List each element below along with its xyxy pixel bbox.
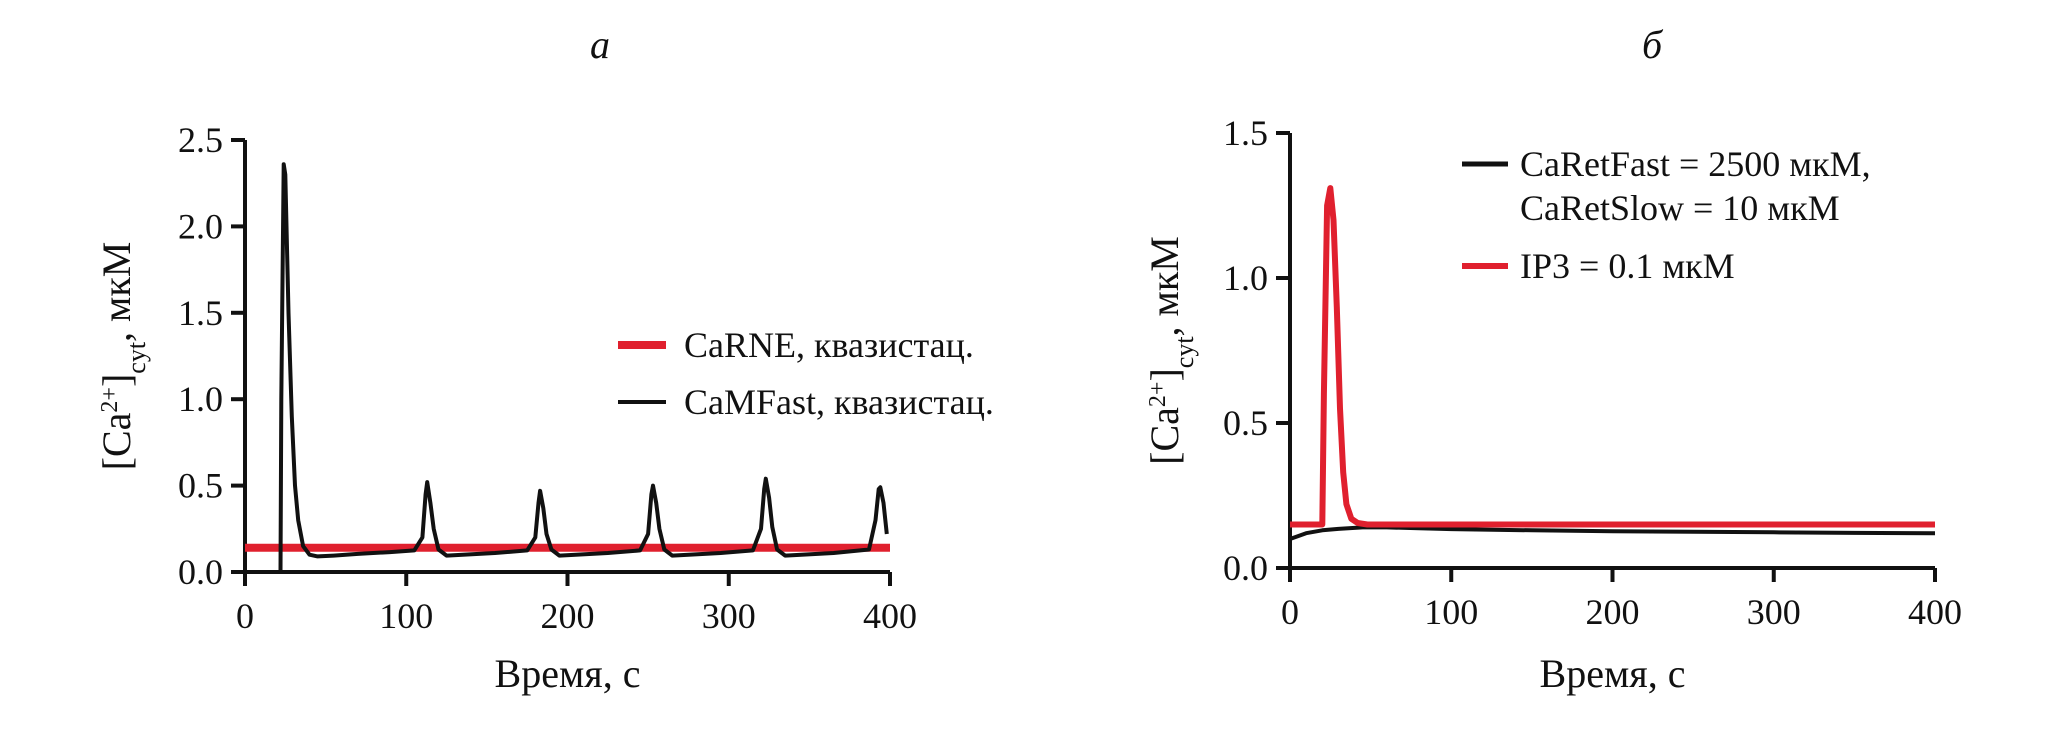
legend-label: CaMFast, квазистац. xyxy=(684,382,994,422)
x-tick-label: 300 xyxy=(702,596,756,636)
y-axis-title-sub: cyt xyxy=(1170,336,1199,369)
y-tick-label: 0.0 xyxy=(178,552,223,592)
x-tick-label: 400 xyxy=(863,596,917,636)
y-tick-label: 1.0 xyxy=(1223,258,1268,298)
y-axis-title-close: ] xyxy=(1142,368,1187,381)
legend-label: CaRetSlow = 10 мкМ xyxy=(1520,188,1840,228)
x-axis-title: Время, с xyxy=(1540,651,1686,696)
y-tick-label: 1.5 xyxy=(1223,113,1268,153)
x-tick-label: 400 xyxy=(1908,592,1962,632)
legend-label: CaRetFast = 2500 мкМ, xyxy=(1520,144,1871,184)
series-line-2 xyxy=(1290,185,1935,528)
y-tick-label: 2.0 xyxy=(178,206,223,246)
x-tick-label: 0 xyxy=(236,596,254,636)
x-tick-label: 200 xyxy=(541,596,595,636)
y-tick-label: 1.5 xyxy=(178,293,223,333)
y-tick-label: 2.5 xyxy=(178,120,223,160)
legend: CaRetFast = 2500 мкМ,CaRetSlow = 10 мкМ I… xyxy=(1462,144,1871,286)
y-axis-title-sup: 2+ xyxy=(97,387,123,413)
y-axis-title-rest: , мкМ xyxy=(94,242,139,342)
series-line-1 xyxy=(1289,525,1936,541)
y-tick-label: 0.0 xyxy=(1223,548,1268,588)
legend-label: CaRNE, квазистац. xyxy=(684,325,974,365)
x-tick-label: 100 xyxy=(379,596,433,636)
legend: CaRNE, квазистац. CaMFast, квазистац. xyxy=(618,325,994,422)
y-axis-title-rest: , мкМ xyxy=(1142,236,1187,336)
chart-panel-1: а 0.0 0.5 1.0 1.5 2.0 2.5 0 100 200 300 400 Время, с… xyxy=(94,22,994,696)
x-tick-label: 100 xyxy=(1424,592,1478,632)
y-axis-title-sub: cyt xyxy=(122,341,151,374)
y-tick-label: 0.5 xyxy=(1223,403,1268,443)
x-tick-label: 200 xyxy=(1586,592,1640,632)
y-axis-title-close: ] xyxy=(94,374,139,387)
y-axis-title-open: [Ca xyxy=(1142,407,1187,465)
y-axis-title-sup: 2+ xyxy=(1145,382,1171,408)
y-tick-label: 1.0 xyxy=(178,379,223,419)
x-tick-label: 0 xyxy=(1281,592,1299,632)
y-axis-title-open: [Ca xyxy=(94,412,139,470)
y-tick-label: 0.5 xyxy=(178,466,223,506)
x-axis-title: Время, с xyxy=(495,651,641,696)
x-tick-label: 300 xyxy=(1747,592,1801,632)
chart-panel-2: б 0.0 0.5 1.0 1.5 0 100 200 300 400 Время, с [Ca2+]… xyxy=(1142,22,1962,696)
series-line-2 xyxy=(278,162,889,573)
panel-letter: а xyxy=(590,22,610,67)
legend-label: IP3 = 0.1 мкМ xyxy=(1520,246,1735,286)
panel-letter: б xyxy=(1642,22,1664,67)
y-axis-title: [Ca2+]cyt, мкМ xyxy=(94,242,151,471)
y-axis-title: [Ca2+]cyt, мкМ xyxy=(1142,236,1199,465)
